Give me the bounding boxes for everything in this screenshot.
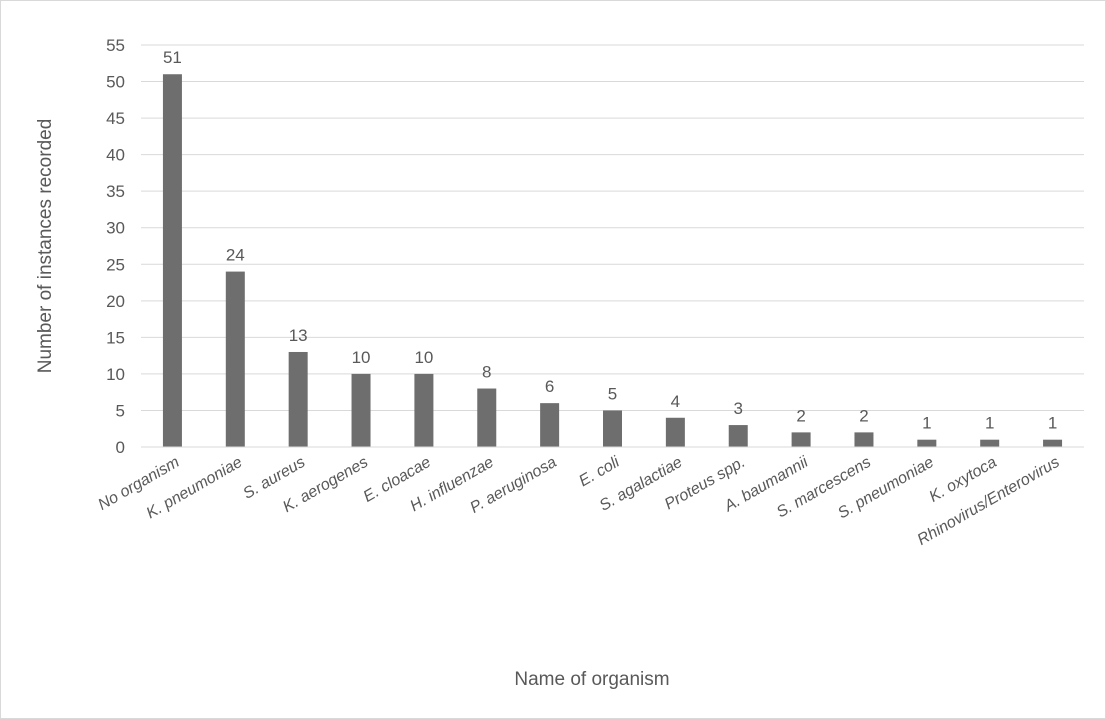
data-label: 24 (226, 246, 245, 265)
bars (162, 74, 1063, 448)
bar (854, 432, 874, 447)
gridlines (141, 44, 1084, 411)
data-label: 1 (985, 414, 994, 433)
x-axis-title: Name of organism (514, 669, 669, 690)
y-tick-label: 55 (106, 36, 125, 55)
bar (603, 410, 622, 447)
data-label: 51 (163, 48, 182, 67)
y-tick-label: 50 (106, 73, 125, 92)
y-tick-label: 30 (106, 219, 125, 238)
data-label: 1 (1048, 414, 1057, 433)
bar (791, 432, 811, 447)
data-label: 6 (545, 377, 554, 396)
y-axis-title: Number of instances recorded (35, 119, 56, 374)
y-tick-label: 5 (116, 401, 125, 420)
bar (351, 373, 371, 447)
bar (477, 388, 497, 447)
data-label: 5 (608, 384, 617, 403)
data-label: 2 (796, 406, 805, 425)
data-label: 4 (671, 392, 680, 411)
bar (540, 403, 560, 447)
bar (728, 425, 748, 447)
y-tick-label: 40 (106, 146, 125, 165)
data-label: 10 (414, 348, 433, 367)
data-labels: 51 24 13 10 10 8 6 5 4 3 2 2 1 1 1 (163, 48, 1057, 432)
data-label: 10 (352, 348, 371, 367)
data-label: 8 (482, 363, 491, 382)
data-label: 2 (859, 406, 868, 425)
y-tick-label: 10 (106, 365, 125, 384)
bar (288, 351, 308, 447)
bar (414, 373, 434, 447)
bar (162, 74, 182, 448)
bar (1043, 439, 1063, 447)
y-tick-label: 25 (106, 255, 125, 274)
bar (980, 439, 1000, 447)
data-label: 1 (922, 414, 931, 433)
y-axis-ticks: 0 5 10 15 20 25 30 35 40 45 50 55 (106, 36, 125, 457)
y-tick-label: 35 (106, 182, 125, 201)
bar (665, 417, 685, 447)
bar (917, 439, 937, 447)
bar (225, 271, 245, 447)
data-label: 3 (733, 399, 742, 418)
y-tick-label: 20 (106, 292, 125, 311)
y-tick-label: 15 (106, 328, 125, 347)
data-label: 13 (289, 326, 308, 345)
y-tick-label: 0 (116, 438, 125, 457)
y-tick-label: 45 (106, 109, 125, 128)
x-category-label: E. coli (576, 454, 623, 491)
